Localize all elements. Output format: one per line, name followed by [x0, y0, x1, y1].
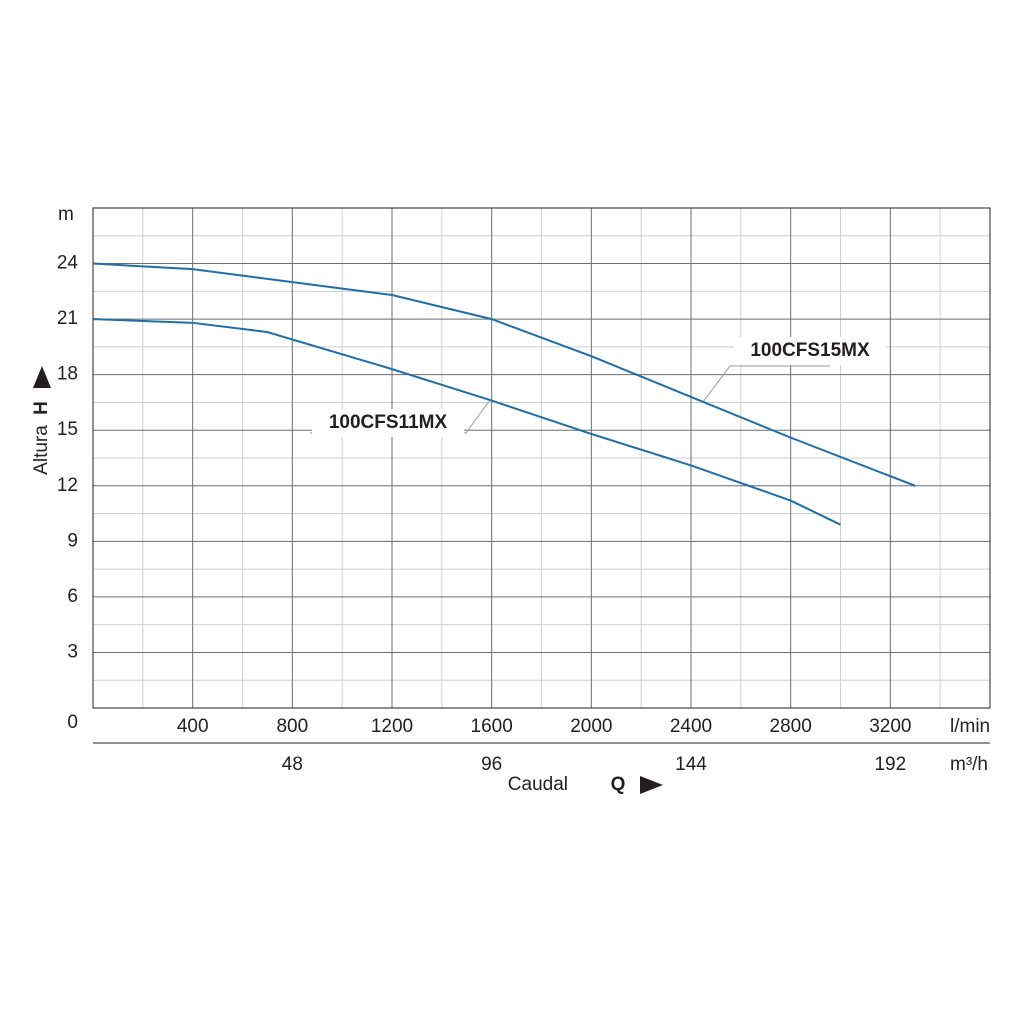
- series-label: 100CFS15MX: [750, 340, 870, 361]
- series-label: 100CFS11MX: [329, 412, 448, 433]
- x-tick-label: 2400: [670, 716, 712, 737]
- x-tick-label: 800: [276, 716, 308, 737]
- y-tick-label: 12: [57, 475, 78, 496]
- x-tick-label: 1200: [371, 716, 413, 737]
- x-tick-label: 1600: [471, 716, 513, 737]
- y-tick-label: 18: [57, 364, 78, 385]
- x-symbol: Q: [611, 774, 626, 795]
- grid: [93, 208, 990, 708]
- x-tick-label: 2000: [570, 716, 612, 737]
- x-arrow: [640, 776, 663, 794]
- label-bg: [734, 337, 886, 365]
- leader-line: [702, 365, 830, 403]
- y-tick-label: 0: [67, 712, 78, 733]
- curve: [92, 318, 841, 526]
- y-tick-label: 9: [67, 530, 78, 551]
- x-tick-label: 3200: [869, 716, 911, 737]
- y-symbol: H: [31, 401, 52, 415]
- x2-tick-label: 48: [282, 754, 303, 775]
- x-unit: l/min: [950, 716, 990, 737]
- x2-tick-label: 96: [481, 754, 502, 775]
- y-tick-label: 24: [57, 253, 79, 274]
- x2-tick-label: 144: [675, 754, 707, 775]
- label-bg: [312, 409, 464, 437]
- x-tick-label: 400: [177, 716, 209, 737]
- curve: [92, 262, 916, 487]
- y-tick-label: 6: [67, 586, 78, 607]
- y-tick-label: 21: [57, 308, 78, 329]
- plot-frame: [92, 207, 991, 709]
- y-tick-label: 3: [67, 641, 78, 662]
- x2-unit: m³/h: [950, 754, 988, 775]
- y-label: Altura: [31, 425, 52, 475]
- x-tick-label: 2800: [770, 716, 812, 737]
- y-tick-label: 15: [57, 419, 78, 440]
- y-arrow: [33, 366, 51, 388]
- x-label: Caudal: [508, 774, 568, 795]
- x2-tick-label: 192: [874, 754, 906, 775]
- y-unit: m: [58, 204, 74, 225]
